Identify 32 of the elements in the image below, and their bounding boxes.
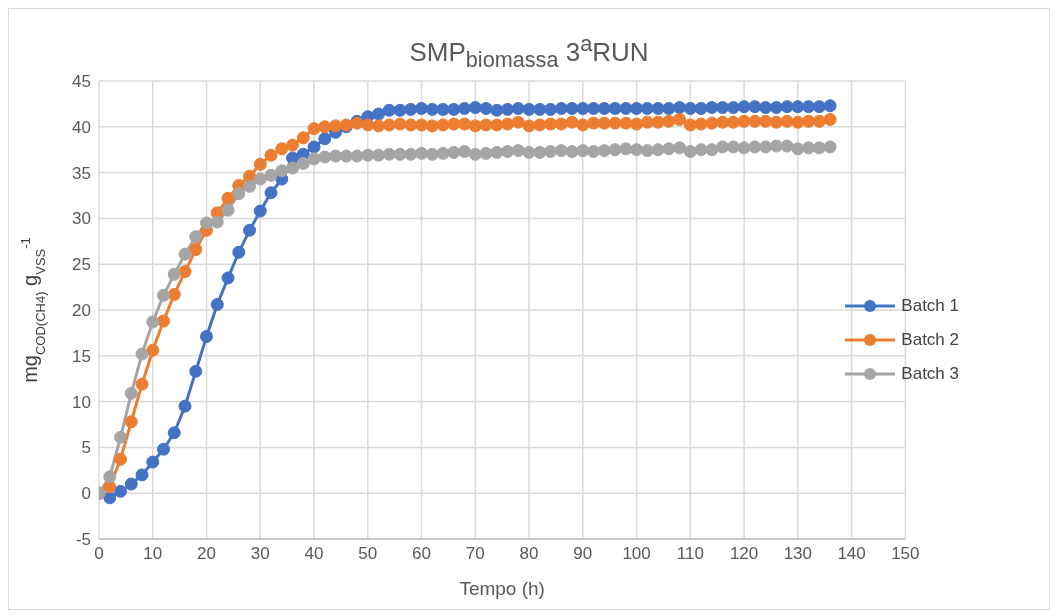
y-tick-label: 10 xyxy=(72,392,91,412)
x-tick-label: 110 xyxy=(676,544,704,564)
x-tick-label: 100 xyxy=(622,544,651,564)
x-tick-label: 0 xyxy=(94,544,104,564)
x-tick-label: 140 xyxy=(837,544,866,564)
legend-label: Batch 1 xyxy=(901,296,959,316)
y-tick-label: 15 xyxy=(72,346,91,366)
x-tick-label: 60 xyxy=(412,544,431,564)
x-tick-label: 30 xyxy=(250,544,270,564)
x-tick-label: 50 xyxy=(358,544,378,564)
y-tick-label: 35 xyxy=(72,163,91,183)
y-tick-label: 40 xyxy=(72,117,91,137)
y-tick-label: 25 xyxy=(72,255,91,275)
x-tick-label: 80 xyxy=(519,544,539,564)
y-tick-label: 20 xyxy=(72,301,91,321)
y-tick-label: 30 xyxy=(72,209,91,229)
x-tick-label: 120 xyxy=(729,544,759,564)
x-tick-label: 10 xyxy=(143,544,163,564)
x-tick-label: 90 xyxy=(573,544,593,564)
x-tick-label: 150 xyxy=(891,544,920,564)
x-tick-label: 40 xyxy=(304,544,324,564)
y-tick-label: 5 xyxy=(81,438,91,458)
x-axis-title: Tempo (h) xyxy=(459,578,545,599)
y-tick-label: 0 xyxy=(81,484,91,504)
x-tick-label: 130 xyxy=(783,544,813,564)
chart-title: SMP$_{biomassa}$ 3$^{a}$RUN xyxy=(408,30,650,72)
y-tick-label: 45 xyxy=(72,72,91,92)
y-tick-label: -5 xyxy=(75,530,91,550)
x-tick-label: 20 xyxy=(197,544,216,564)
legend-label: Batch 3 xyxy=(901,364,959,384)
x-tick-label: 70 xyxy=(465,544,485,564)
legend-label: Batch 2 xyxy=(901,330,959,350)
